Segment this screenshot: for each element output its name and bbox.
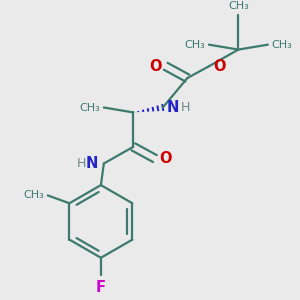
- Text: O: O: [213, 59, 225, 74]
- Text: CH₃: CH₃: [272, 40, 292, 50]
- Text: N: N: [85, 156, 98, 171]
- Text: O: O: [159, 151, 171, 166]
- Text: H: H: [77, 157, 86, 170]
- Text: CH₃: CH₃: [23, 190, 44, 200]
- Text: CH₃: CH₃: [79, 103, 100, 112]
- Text: N: N: [167, 100, 179, 115]
- Text: CH₃: CH₃: [184, 40, 205, 50]
- Text: H: H: [180, 101, 190, 114]
- Text: O: O: [149, 59, 162, 74]
- Text: CH₃: CH₃: [228, 1, 249, 11]
- Text: F: F: [96, 280, 106, 296]
